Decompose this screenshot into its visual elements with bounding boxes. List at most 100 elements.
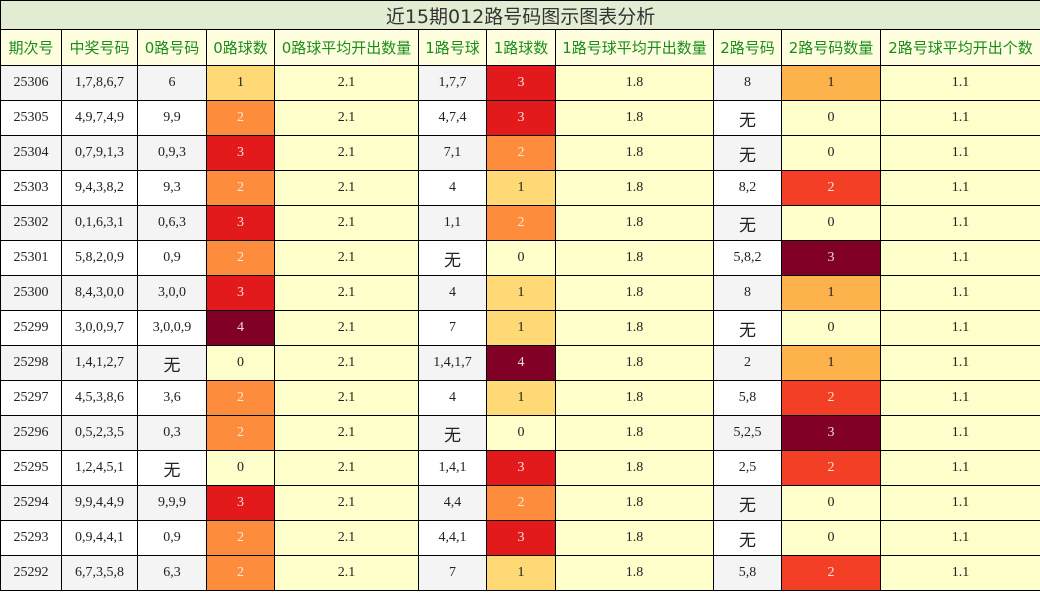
road2-count-cell: 1	[781, 275, 881, 311]
header-road1-count: 1路球数	[486, 29, 556, 66]
road0-count-cell: 2	[206, 380, 275, 416]
road1-numbers-cell: 1,1	[418, 205, 487, 241]
road1-numbers-cell: 4,7,4	[418, 100, 487, 136]
winning-number-cell: 5,8,2,0,9	[61, 240, 138, 276]
road0-average-cell: 2.1	[274, 310, 419, 346]
road0-average-cell: 2.1	[274, 275, 419, 311]
header-road0-numbers: 0路号码	[137, 29, 207, 66]
road2-average-cell: 1.1	[879, 520, 1040, 556]
road1-count-cell: 1	[486, 380, 556, 416]
winning-number-cell: 1,7,8,6,7	[61, 65, 138, 101]
road1-numbers-cell: 1,7,7	[418, 65, 487, 101]
road1-count-cell: 1	[486, 275, 556, 311]
winning-number-cell: 9,4,3,8,2	[61, 170, 138, 206]
winning-number-cell: 9,9,4,4,9	[61, 485, 138, 521]
table-title: 近15期012路号码图示图表分析	[0, 0, 1040, 30]
road1-average-cell: 1.8	[555, 205, 714, 241]
road2-count-cell: 1	[781, 65, 881, 101]
road1-count-cell: 2	[486, 135, 556, 171]
header-road1-average: 1路号球平均开出数量	[555, 29, 714, 66]
road2-numbers-cell: 8,2	[713, 170, 782, 206]
road1-numbers-cell: 4	[418, 380, 487, 416]
issue-cell: 25297	[0, 380, 62, 416]
road0-numbers-cell: 3,0,0,9	[137, 310, 207, 346]
issue-cell: 25302	[0, 205, 62, 241]
header-issue: 期次号	[0, 29, 62, 66]
issue-cell: 25293	[0, 520, 62, 556]
road1-average-cell: 1.8	[555, 555, 714, 591]
table-row: 25299 3,0,0,9,7 3,0,0,9 4 2.1 7 1 1.8 无 0 1.1	[0, 310, 1040, 346]
road1-count-cell: 1	[486, 170, 556, 206]
winning-number-cell: 0,9,4,4,1	[61, 520, 138, 556]
winning-number-cell: 1,2,4,5,1	[61, 450, 138, 486]
road2-count-cell: 0	[781, 485, 881, 521]
road0-average-cell: 2.1	[274, 345, 419, 381]
issue-cell: 25301	[0, 240, 62, 276]
winning-number-cell: 3,0,0,9,7	[61, 310, 138, 346]
road0-count-cell: 2	[206, 100, 275, 136]
road0-count-cell: 2	[206, 520, 275, 556]
road0-count-cell: 0	[206, 345, 275, 381]
road0-average-cell: 2.1	[274, 450, 419, 486]
road2-average-cell: 1.1	[879, 485, 1040, 521]
road2-average-cell: 1.1	[879, 380, 1040, 416]
road1-count-cell: 2	[486, 205, 556, 241]
road1-count-cell: 0	[486, 240, 556, 276]
header-road2-average: 2路号球平均开出个数	[879, 29, 1040, 66]
header-road2-numbers: 2路号码	[713, 29, 782, 66]
table-row: 25300 8,4,3,0,0 3,0,0 3 2.1 4 1 1.8 8 1 1.1	[0, 275, 1040, 311]
road1-count-cell: 3	[486, 520, 556, 556]
issue-cell: 25295	[0, 450, 62, 486]
issue-cell: 25305	[0, 100, 62, 136]
road0-count-cell: 3	[206, 135, 275, 171]
road0-numbers-cell: 0,3	[137, 415, 207, 451]
issue-cell: 25298	[0, 345, 62, 381]
road2-count-cell: 2	[781, 555, 881, 591]
road2-numbers-cell: 2,5	[713, 450, 782, 486]
road1-count-cell: 3	[486, 450, 556, 486]
road0-numbers-cell: 6,3	[137, 555, 207, 591]
road2-average-cell: 1.1	[879, 310, 1040, 346]
issue-cell: 25300	[0, 275, 62, 311]
issue-cell: 25294	[0, 485, 62, 521]
issue-cell: 25306	[0, 65, 62, 101]
road2-count-cell: 2	[781, 170, 881, 206]
road0-numbers-cell: 6	[137, 65, 207, 101]
issue-cell: 25304	[0, 135, 62, 171]
winning-number-cell: 1,4,1,2,7	[61, 345, 138, 381]
road0-numbers-cell: 3,6	[137, 380, 207, 416]
road0-numbers-cell: 0,9	[137, 520, 207, 556]
road2-average-cell: 1.1	[879, 450, 1040, 486]
road2-count-cell: 0	[781, 520, 881, 556]
road0-count-cell: 1	[206, 65, 275, 101]
road0-count-cell: 0	[206, 450, 275, 486]
road1-count-cell: 0	[486, 415, 556, 451]
road0-average-cell: 2.1	[274, 555, 419, 591]
road2-count-cell: 3	[781, 415, 881, 451]
road0-average-cell: 2.1	[274, 135, 419, 171]
road1-numbers-cell: 无	[418, 415, 487, 451]
road0-average-cell: 2.1	[274, 65, 419, 101]
road0-numbers-cell: 0,9	[137, 240, 207, 276]
road1-numbers-cell: 7	[418, 555, 487, 591]
road1-count-cell: 1	[486, 555, 556, 591]
road0-numbers-cell: 3,0,0	[137, 275, 207, 311]
road2-numbers-cell: 无	[713, 135, 782, 171]
road1-numbers-cell: 1,4,1	[418, 450, 487, 486]
road0-count-cell: 3	[206, 275, 275, 311]
road1-count-cell: 3	[486, 100, 556, 136]
road1-average-cell: 1.8	[555, 380, 714, 416]
road0-count-cell: 3	[206, 205, 275, 241]
road0-numbers-cell: 0,6,3	[137, 205, 207, 241]
road0-count-cell: 2	[206, 555, 275, 591]
road1-average-cell: 1.8	[555, 275, 714, 311]
header-road0-count: 0路球数	[206, 29, 275, 66]
issue-cell: 25303	[0, 170, 62, 206]
table-row: 25301 5,8,2,0,9 0,9 2 2.1 无 0 1.8 5,8,2 3 1.1	[0, 240, 1040, 276]
road2-average-cell: 1.1	[879, 65, 1040, 101]
winning-number-cell: 6,7,3,5,8	[61, 555, 138, 591]
road1-average-cell: 1.8	[555, 100, 714, 136]
road1-average-cell: 1.8	[555, 415, 714, 451]
road1-average-cell: 1.8	[555, 135, 714, 171]
road1-count-cell: 1	[486, 310, 556, 346]
